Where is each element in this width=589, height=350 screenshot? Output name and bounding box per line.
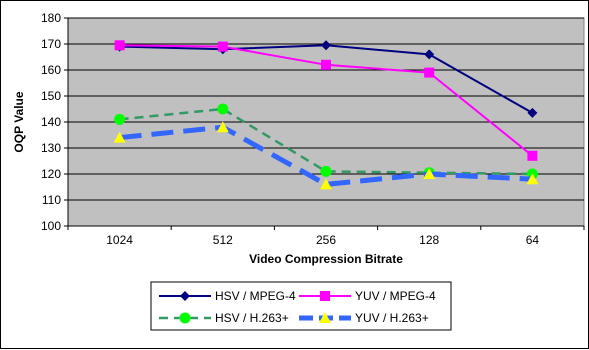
axis-layer: 100 110 120 130 140 150 160 170 180 1024 512 256 128… [12, 11, 585, 266]
x-tick-label-256: 256 [316, 233, 336, 247]
series-line-3 [119, 124, 533, 187]
plot-area [67, 17, 585, 227]
data-point-s2-1 [217, 103, 229, 115]
x-tick-label-128: 128 [419, 233, 439, 247]
legend-marker-1 [320, 291, 330, 301]
data-point-s3-4 [526, 173, 539, 185]
y-axis-title: OQP Value [12, 91, 26, 152]
y-tick-label-160: 160 [41, 63, 61, 77]
y-tick-label-130: 130 [41, 141, 61, 155]
data-point-s1-4 [527, 150, 538, 161]
legend: HSV / MPEG-4 YUV / MPEG-4 HSV / H.263+ YUV … [150, 281, 452, 331]
y-tick-label-100: 100 [41, 219, 61, 233]
x-axis-title: Video Compression Bitrate [249, 252, 403, 266]
y-tick-label-120: 120 [41, 167, 61, 181]
legend-label-2: HSV / H.263+ [215, 311, 289, 325]
legend-marker-2 [179, 312, 191, 324]
data-point-s3-1 [216, 121, 229, 133]
y-tick-label-170: 170 [41, 37, 61, 51]
data-point-s0-4 [527, 107, 538, 118]
data-point-s2-2 [320, 165, 332, 177]
series-line-2 [119, 107, 533, 176]
legend-marker-3 [319, 312, 331, 323]
legend-box [150, 281, 452, 331]
data-point-s3-0 [113, 131, 126, 143]
y-tick-label-140: 140 [41, 115, 61, 129]
y-tick-label-150: 150 [41, 89, 61, 103]
x-tick-label-64: 64 [526, 233, 540, 247]
legend-label-3: YUV / H.263+ [355, 311, 429, 325]
data-point-s1-3 [424, 67, 435, 78]
data-point-s2-0 [114, 113, 126, 125]
y-tick-label-180: 180 [41, 11, 61, 25]
data-point-s0-2 [321, 40, 331, 51]
data-point-s3-2 [320, 178, 332, 190]
y-tick-label-110: 110 [42, 193, 61, 207]
data-point-s1-1 [217, 41, 228, 52]
x-tick-label-1024: 1024 [106, 233, 133, 247]
series-layer [113, 40, 539, 190]
data-point-s0-3 [424, 49, 435, 60]
legend-marker-0 [180, 291, 190, 301]
data-point-s1-0 [114, 40, 125, 51]
legend-label-1: YUV / MPEG-4 [355, 289, 436, 303]
legend-label-0: HSV / MPEG-4 [215, 289, 296, 303]
data-point-s1-2 [321, 59, 331, 70]
x-tick-label-512: 512 [213, 233, 233, 247]
data-point-s3-3 [423, 168, 436, 179]
